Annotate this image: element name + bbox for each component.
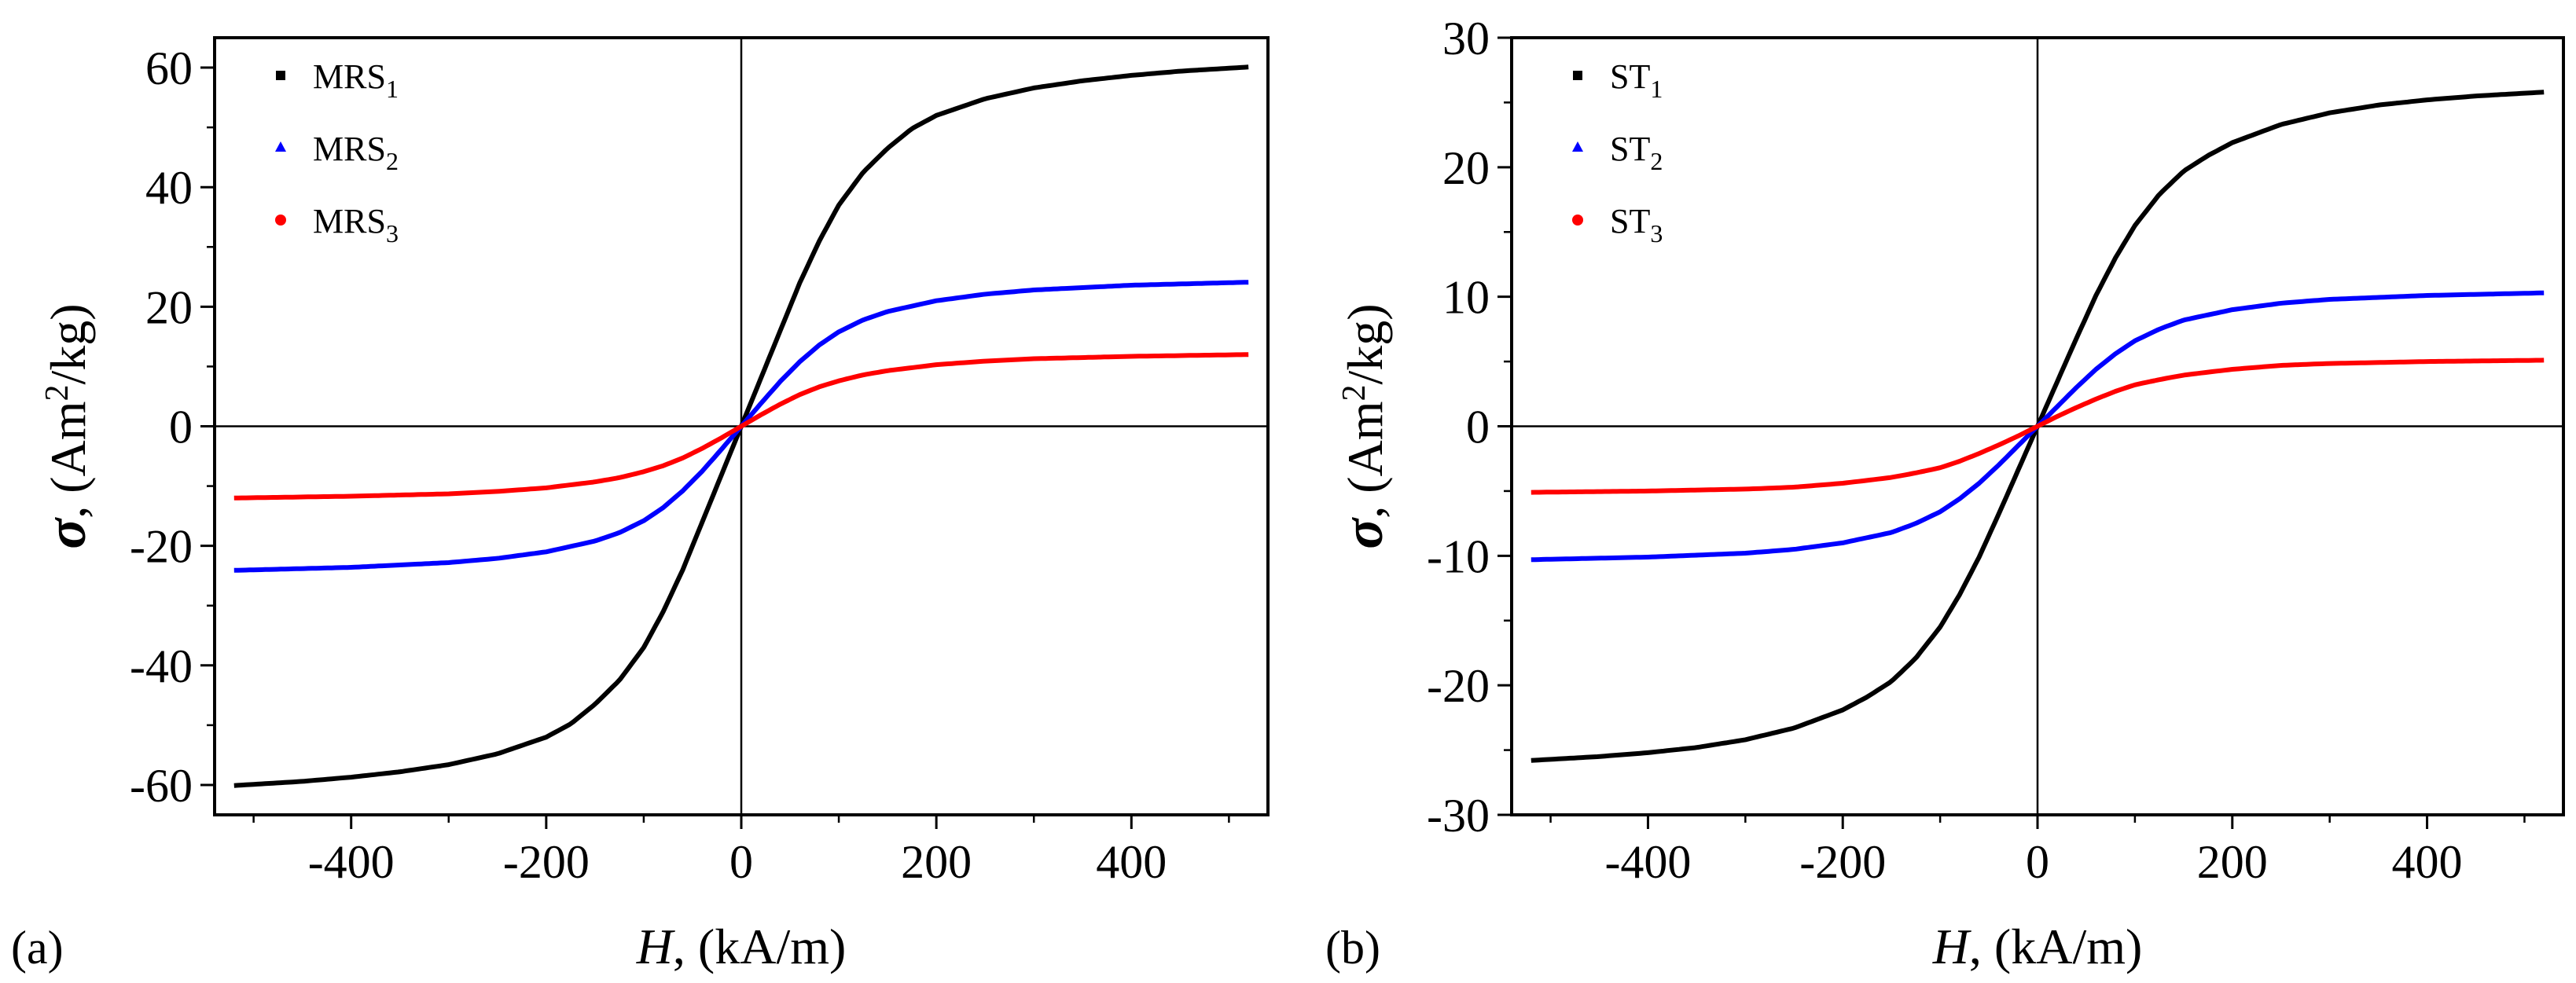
y-tick-label: -20	[1427, 660, 1490, 712]
y-tick-label: -40	[130, 640, 193, 692]
x-tick-label: 0	[2026, 836, 2049, 888]
legend-marker-circle-icon	[1572, 215, 1583, 226]
legend-marker-square-icon	[276, 71, 285, 80]
legend-marker-triangle-icon	[275, 141, 286, 152]
y-axis-unit: , (Am	[1337, 401, 1393, 518]
y-axis-variable: σ	[35, 517, 97, 549]
legend-label-base: ST	[1610, 57, 1650, 96]
legend-label-base: ST	[1610, 130, 1650, 168]
y-tick-label: 10	[1442, 272, 1490, 324]
x-tick-label: -200	[503, 836, 590, 888]
y-axis-title: σ, (Am2/kg)	[35, 303, 97, 548]
panel-label: (a)	[11, 922, 64, 974]
legend-marker-square-icon	[1573, 71, 1582, 80]
x-tick-label: 400	[2392, 836, 2463, 888]
legend-label-subscript: 2	[1650, 147, 1663, 175]
legend-label-st1: ST1	[1610, 57, 1663, 103]
series-line-mrs3	[233, 352, 1249, 501]
legend-label-subscript: 1	[386, 75, 399, 103]
x-tick-label: -400	[1604, 836, 1691, 888]
x-tick-label: 200	[2197, 836, 2268, 888]
y-tick-label: 40	[145, 162, 193, 214]
legend-label-base: ST	[1610, 202, 1650, 240]
legend-label-mrs1: MRS1	[313, 57, 399, 103]
y-axis-unit: /kg)	[1337, 303, 1393, 384]
y-tick-label: -10	[1427, 530, 1490, 582]
x-axis-title: H, (kA/m)	[1932, 919, 2143, 974]
legend-label-mrs2: MRS2	[313, 130, 399, 175]
y-tick-label: -60	[130, 760, 193, 812]
y-tick-label: 0	[169, 402, 193, 453]
legend-label-base: MRS	[313, 130, 386, 168]
x-tick-label: -200	[1799, 836, 1886, 888]
legend-label-base: MRS	[313, 202, 386, 240]
legend-label-subscript: 1	[1650, 75, 1663, 103]
y-tick-label: 30	[1442, 13, 1490, 64]
y-tick-label: -30	[1427, 790, 1490, 842]
y-axis-unit: /kg)	[40, 303, 96, 384]
series-line-st3	[1531, 358, 2545, 495]
x-axis-variable: H	[1932, 919, 1972, 974]
legend-label-st3: ST3	[1610, 202, 1663, 248]
legend-label-subscript: 3	[386, 219, 399, 248]
x-tick-label: -400	[308, 836, 395, 888]
chart-panel-b: -400 -200 0 200 400 -30 -20 -10 0 10 20 30 H, (kA/m)…	[1325, 13, 2565, 974]
y-tick-label: 60	[145, 42, 193, 94]
y-tick-label: 20	[1442, 142, 1490, 194]
x-axis-variable: H	[636, 919, 676, 974]
y-tick-label: 20	[145, 281, 193, 333]
legend-label-subscript: 3	[1650, 219, 1663, 248]
x-axis-unit: , (kA/m)	[673, 919, 846, 974]
x-tick-label: 200	[901, 836, 972, 888]
y-axis-unit: , (Am	[40, 401, 96, 518]
legend-label-mrs3: MRS3	[313, 202, 399, 248]
legend-label-subscript: 2	[386, 147, 399, 175]
panel-label: (b)	[1325, 922, 1380, 974]
legend-label-st2: ST2	[1610, 130, 1663, 175]
y-axis-unit-superscript: 2	[39, 384, 75, 401]
x-tick-label: 400	[1096, 836, 1167, 888]
y-axis-variable: σ	[1332, 517, 1395, 549]
y-axis-unit-superscript: 2	[1336, 384, 1373, 401]
y-tick-label: 0	[1466, 402, 1490, 453]
legend-label-base: MRS	[313, 57, 386, 96]
x-axis-title: H, (kA/m)	[636, 919, 847, 974]
y-axis-title: σ, (Am2/kg)	[1332, 303, 1395, 548]
legend-marker-circle-icon	[275, 215, 286, 226]
legend-marker-triangle-icon	[1572, 141, 1583, 152]
x-tick-label: 0	[729, 836, 753, 888]
y-tick-label: -20	[130, 521, 193, 573]
x-axis-unit: , (kA/m)	[1969, 919, 2142, 974]
